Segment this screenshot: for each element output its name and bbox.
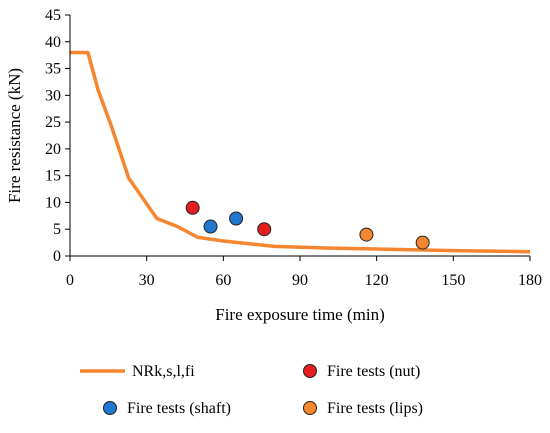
x-axis-label: Fire exposure time (min) (215, 305, 385, 324)
y-tick-label: 25 (45, 114, 61, 131)
legend-entry: Fire tests (nut) (327, 363, 420, 380)
legend-entry: Fire tests (shaft) (127, 400, 231, 417)
data-point (359, 227, 374, 242)
y-tick-label: 20 (45, 141, 61, 158)
x-tick-label: 30 (139, 272, 155, 289)
x-tick-label: 120 (365, 272, 389, 289)
y-tick-label: 5 (53, 221, 61, 238)
x-tick-label: 150 (441, 272, 465, 289)
legend: NRk,s,l,fi Fire tests (nut) Fire tests (sh… (80, 363, 423, 417)
y-tick-label: 0 (53, 248, 61, 265)
data-point (257, 222, 272, 237)
legend-entry: NRk,s,l,fi (132, 363, 195, 380)
data-point (229, 211, 244, 226)
y-tick-label: 35 (45, 61, 61, 78)
x-tick-label: 180 (518, 272, 542, 289)
y-tick-label: 40 (45, 34, 61, 51)
x-tick-label: 90 (292, 272, 308, 289)
legend-marker-swatch (303, 364, 317, 378)
x-tick-label: 0 (66, 272, 74, 289)
y-tick-label: 15 (45, 168, 61, 185)
plot-area (70, 50, 531, 254)
y-axis-label: Fire resistance (kN) (5, 68, 24, 203)
data-point (203, 219, 218, 234)
data-point (415, 235, 430, 250)
legend-marker-swatch (103, 401, 117, 415)
y-tick-label: 30 (45, 87, 61, 104)
legend-entry: Fire tests (lips) (327, 400, 423, 417)
x-tick-label: 60 (215, 272, 231, 289)
data-point (185, 200, 200, 215)
y-tick-label: 45 (45, 7, 61, 24)
axes: 0 5 10 15 20 25 30 35 40 45 0 30 60 90 120 150 180 (45, 7, 542, 289)
legend-marker-swatch (303, 401, 317, 415)
y-tick-label: 10 (45, 194, 61, 211)
series-line-nrk (70, 50, 531, 254)
